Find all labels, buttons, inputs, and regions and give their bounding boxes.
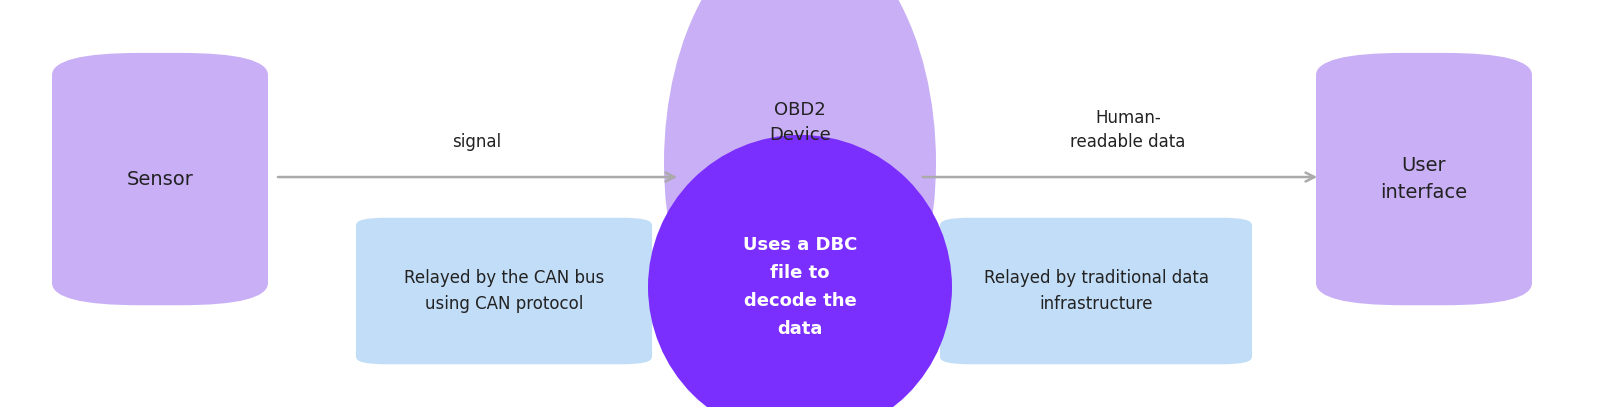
FancyBboxPatch shape [355, 218, 653, 364]
Ellipse shape [664, 0, 936, 399]
FancyBboxPatch shape [51, 53, 269, 305]
Text: signal: signal [453, 133, 501, 151]
Text: Relayed by traditional data
infrastructure: Relayed by traditional data infrastructu… [984, 269, 1208, 313]
Text: Sensor: Sensor [126, 170, 194, 188]
Text: OBD2
Device: OBD2 Device [770, 101, 830, 144]
FancyBboxPatch shape [1315, 53, 1533, 305]
Text: Uses a DBC
file to
decode the
data: Uses a DBC file to decode the data [742, 236, 858, 338]
Text: User
interface: User interface [1381, 156, 1467, 202]
Ellipse shape [648, 135, 952, 407]
Text: Relayed by the CAN bus
using CAN protocol: Relayed by the CAN bus using CAN protoco… [403, 269, 605, 313]
Text: Human-
readable data: Human- readable data [1070, 109, 1186, 151]
FancyBboxPatch shape [941, 218, 1251, 364]
